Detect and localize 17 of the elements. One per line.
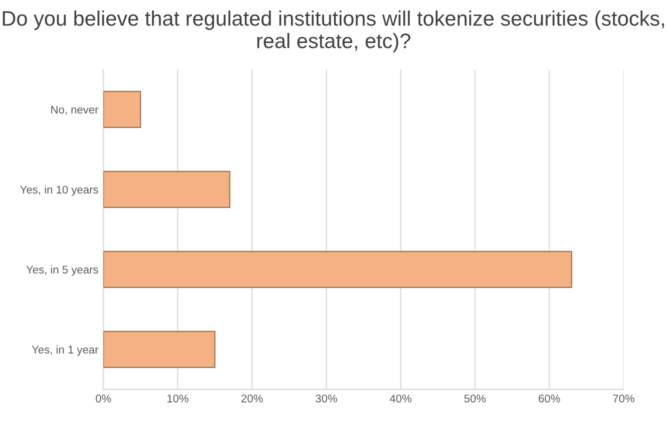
y-tick-label: Yes, in 1 year [32, 345, 98, 356]
y-tick-label: Yes, in 10 years [20, 185, 98, 196]
chart-title: Do you believe that regulated institutions will tokenize securities (stocks, real estate, etc)? [2, 10, 664, 52]
x-tick-label: 30% [316, 394, 338, 402]
bar [103, 170, 230, 208]
x-tick-label: 70% [613, 394, 634, 402]
bar [103, 250, 572, 288]
x-tick-label: 40% [390, 394, 412, 402]
x-tick-label: 60% [538, 394, 560, 402]
x-tick-label: 50% [464, 394, 486, 402]
bar [103, 90, 142, 128]
y-tick-label: No, never [51, 106, 98, 115]
bar [103, 330, 216, 368]
x-tick-label: 0% [96, 394, 112, 402]
x-tick-label: 20% [241, 394, 263, 402]
y-tick-label: Yes, in 5 years [26, 265, 98, 276]
x-tick-label: 10% [167, 394, 188, 402]
